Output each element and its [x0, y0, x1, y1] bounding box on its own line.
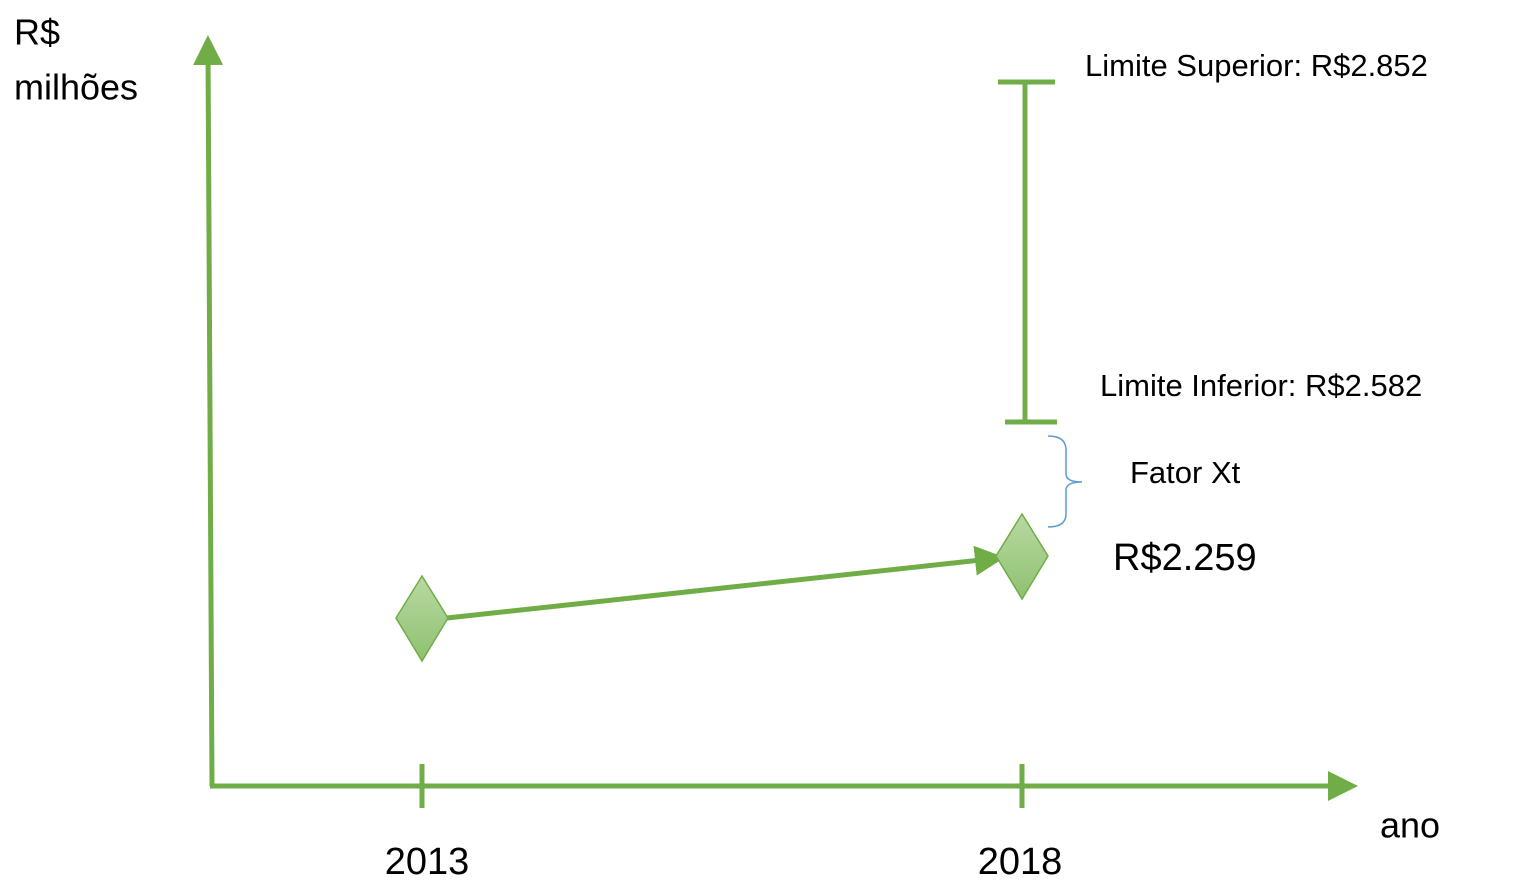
diamond [995, 512, 1049, 601]
y-axis [193, 35, 224, 787]
brace [1047, 435, 1083, 528]
factor-label: Fator Xt [1130, 455, 1241, 490]
y-axis-label: R$ [14, 12, 60, 53]
diamond [395, 574, 449, 663]
x-axis-label: ano [1380, 805, 1440, 846]
value-label: R$2.259 [1113, 537, 1257, 579]
year-label: 2013 [385, 841, 470, 883]
growth-arrow [446, 545, 1005, 621]
upper-label: Limite Superior: R$2.852 [1085, 48, 1428, 83]
y-axis-label: milhões [14, 67, 138, 108]
year-label: 2018 [978, 841, 1063, 883]
lower-label: Limite Inferior: R$2.582 [1100, 368, 1422, 403]
